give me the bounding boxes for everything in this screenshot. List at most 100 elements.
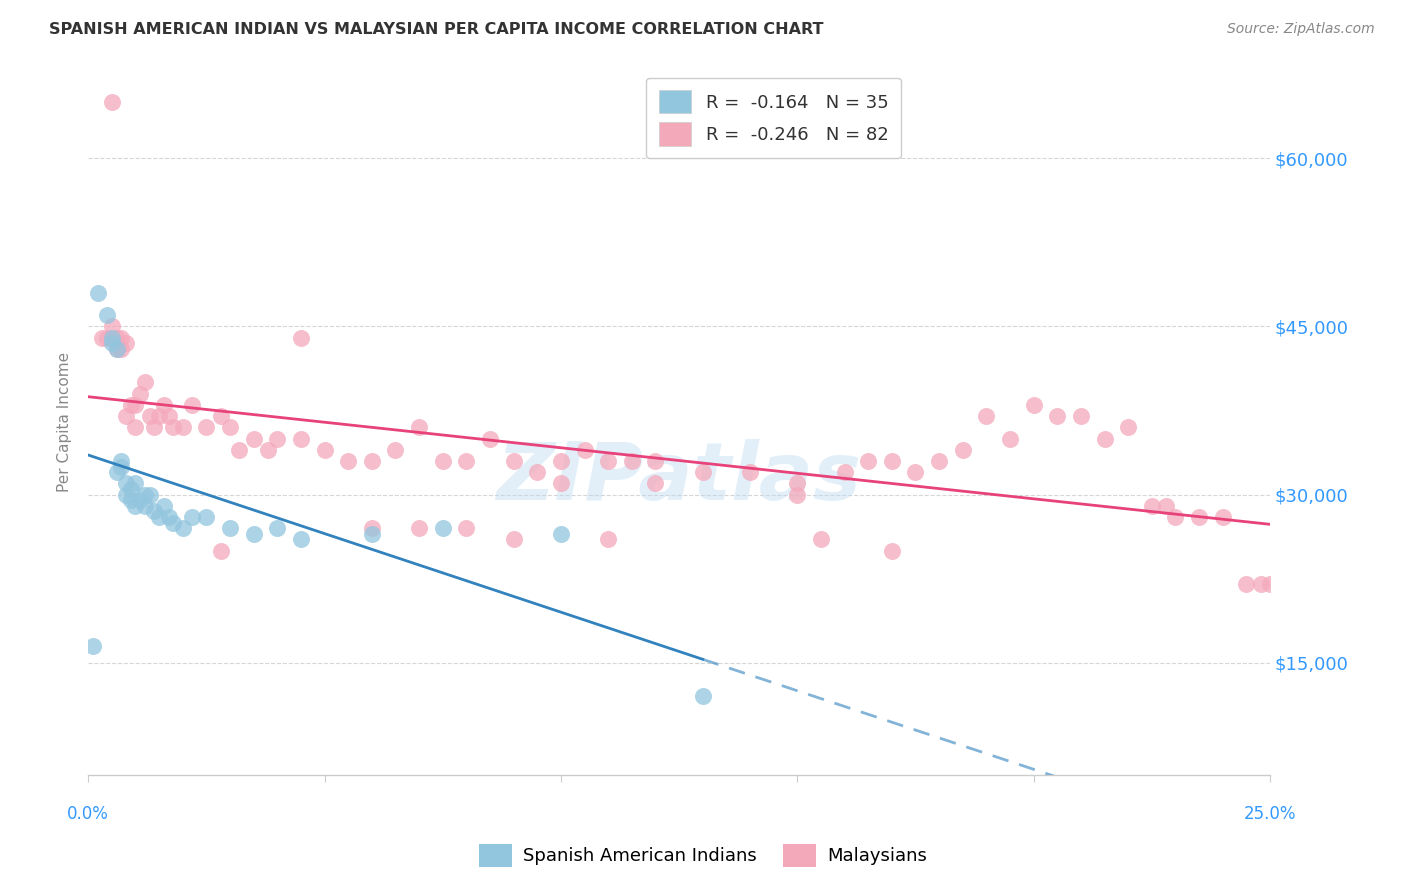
Point bbox=[162, 516, 184, 530]
Point bbox=[129, 493, 152, 508]
Point bbox=[1234, 577, 1257, 591]
Point bbox=[1164, 510, 1187, 524]
Point bbox=[195, 420, 218, 434]
Point bbox=[124, 398, 146, 412]
Point bbox=[143, 504, 166, 518]
Point bbox=[384, 442, 406, 457]
Point bbox=[1188, 510, 1211, 524]
Text: 0.0%: 0.0% bbox=[67, 805, 110, 823]
Point bbox=[101, 95, 124, 110]
Point bbox=[834, 465, 856, 479]
Point bbox=[124, 420, 146, 434]
Point bbox=[880, 543, 903, 558]
Point bbox=[692, 465, 714, 479]
Point bbox=[337, 454, 360, 468]
Point bbox=[502, 454, 524, 468]
Point bbox=[408, 521, 430, 535]
Point bbox=[110, 331, 132, 345]
Point bbox=[209, 543, 232, 558]
Point bbox=[810, 533, 832, 547]
Point bbox=[120, 482, 142, 496]
Point bbox=[526, 465, 548, 479]
Point bbox=[115, 409, 138, 423]
Point bbox=[1212, 510, 1234, 524]
Point bbox=[550, 454, 572, 468]
Point bbox=[115, 487, 138, 501]
Point bbox=[96, 308, 118, 322]
Point bbox=[110, 454, 132, 468]
Point bbox=[96, 331, 118, 345]
Point bbox=[91, 331, 114, 345]
Point bbox=[598, 454, 620, 468]
Point bbox=[101, 319, 124, 334]
Point bbox=[266, 521, 288, 535]
Point bbox=[574, 442, 596, 457]
Point bbox=[478, 432, 501, 446]
Point bbox=[856, 454, 879, 468]
Point bbox=[115, 336, 138, 351]
Point bbox=[290, 331, 312, 345]
Point bbox=[432, 454, 454, 468]
Point bbox=[998, 432, 1021, 446]
Point bbox=[360, 521, 382, 535]
Point bbox=[157, 510, 180, 524]
Legend: Spanish American Indians, Malaysians: Spanish American Indians, Malaysians bbox=[472, 837, 934, 874]
Point bbox=[219, 420, 242, 434]
Point bbox=[408, 420, 430, 434]
Point bbox=[228, 442, 250, 457]
Point bbox=[550, 476, 572, 491]
Text: SPANISH AMERICAN INDIAN VS MALAYSIAN PER CAPITA INCOME CORRELATION CHART: SPANISH AMERICAN INDIAN VS MALAYSIAN PER… bbox=[49, 22, 824, 37]
Point bbox=[124, 499, 146, 513]
Point bbox=[134, 487, 156, 501]
Point bbox=[598, 533, 620, 547]
Point bbox=[105, 342, 128, 356]
Point bbox=[138, 409, 160, 423]
Point bbox=[502, 533, 524, 547]
Point bbox=[1070, 409, 1092, 423]
Point bbox=[620, 454, 643, 468]
Point bbox=[157, 409, 180, 423]
Point bbox=[101, 331, 124, 345]
Point bbox=[124, 476, 146, 491]
Y-axis label: Per Capita Income: Per Capita Income bbox=[58, 351, 72, 491]
Point bbox=[152, 499, 174, 513]
Text: ZIPatlas: ZIPatlas bbox=[496, 439, 862, 517]
Point bbox=[1116, 420, 1139, 434]
Point bbox=[115, 476, 138, 491]
Point bbox=[134, 499, 156, 513]
Legend: R =  -0.164   N = 35, R =  -0.246   N = 82: R = -0.164 N = 35, R = -0.246 N = 82 bbox=[647, 78, 901, 158]
Point bbox=[360, 454, 382, 468]
Point bbox=[219, 521, 242, 535]
Point bbox=[1258, 577, 1281, 591]
Point bbox=[1140, 499, 1163, 513]
Point bbox=[172, 420, 194, 434]
Point bbox=[1094, 432, 1116, 446]
Point bbox=[172, 521, 194, 535]
Point bbox=[110, 459, 132, 474]
Point bbox=[138, 487, 160, 501]
Point bbox=[290, 432, 312, 446]
Point bbox=[976, 409, 998, 423]
Point bbox=[880, 454, 903, 468]
Point bbox=[195, 510, 218, 524]
Point bbox=[82, 639, 104, 653]
Point bbox=[120, 398, 142, 412]
Point bbox=[550, 526, 572, 541]
Point bbox=[143, 420, 166, 434]
Point bbox=[120, 493, 142, 508]
Point bbox=[86, 285, 108, 300]
Point bbox=[242, 526, 264, 541]
Text: 25.0%: 25.0% bbox=[1244, 805, 1296, 823]
Text: Source: ZipAtlas.com: Source: ZipAtlas.com bbox=[1227, 22, 1375, 37]
Point bbox=[148, 409, 170, 423]
Point bbox=[644, 476, 666, 491]
Point bbox=[432, 521, 454, 535]
Point bbox=[360, 526, 382, 541]
Point bbox=[181, 398, 204, 412]
Point bbox=[456, 454, 478, 468]
Point bbox=[152, 398, 174, 412]
Point bbox=[209, 409, 232, 423]
Point bbox=[105, 465, 128, 479]
Point bbox=[692, 690, 714, 704]
Point bbox=[105, 331, 128, 345]
